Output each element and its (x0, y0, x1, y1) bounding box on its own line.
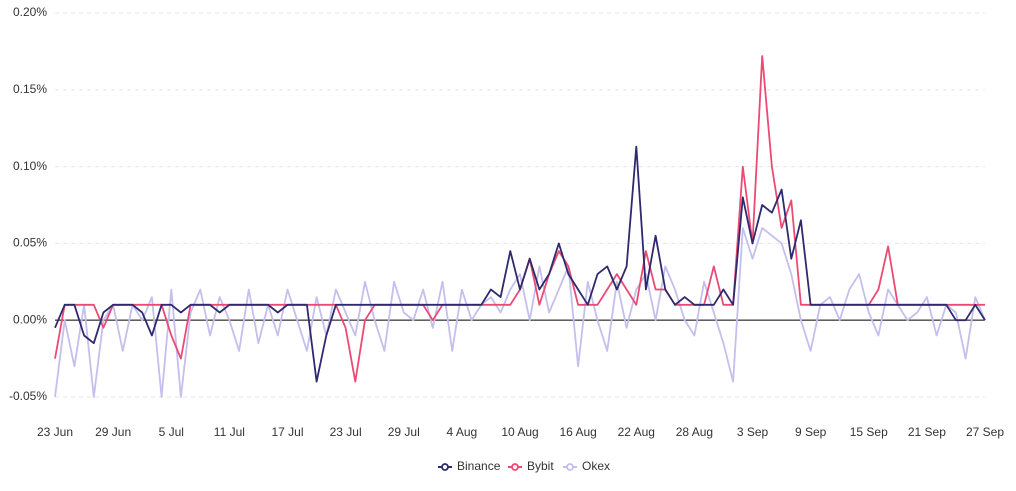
x-tick-label: 9 Sep (795, 425, 827, 439)
series-line (54, 55, 985, 383)
y-tick-label: 0.20% (13, 5, 47, 19)
x-tick-label: 17 Jul (271, 425, 303, 439)
legend-item: Bybit (508, 459, 554, 473)
y-tick-label: -0.05% (9, 389, 47, 403)
x-tick-label: 23 Jun (37, 425, 73, 439)
x-tick-label: 4 Aug (447, 425, 478, 439)
x-tick-label: 23 Jul (330, 425, 362, 439)
legend-label: Binance (457, 459, 501, 473)
legend-marker (441, 463, 449, 471)
x-tick-label: 5 Jul (159, 425, 184, 439)
x-tick-label: 16 Aug (559, 425, 596, 439)
x-tick-label: 10 Aug (501, 425, 538, 439)
x-tick-label: 27 Sep (966, 425, 1004, 439)
series-line (54, 227, 986, 398)
series-line (54, 145, 986, 383)
y-tick-label: 0.05% (13, 236, 47, 250)
legend-marker (566, 463, 574, 471)
x-tick-label: 11 Jul (214, 425, 245, 439)
y-tick-label: 0.00% (13, 312, 47, 326)
y-tick-label: 0.10% (13, 159, 47, 173)
x-tick-label: 29 Jul (388, 425, 420, 439)
x-tick-label: 28 Aug (676, 425, 713, 439)
x-tick-label: 29 Jun (95, 425, 131, 439)
x-tick-label: 15 Sep (850, 425, 888, 439)
legend-marker (511, 463, 519, 471)
x-tick-label: 21 Sep (908, 425, 946, 439)
legend-label: Bybit (527, 459, 554, 473)
y-tick-label: 0.15% (13, 82, 47, 96)
x-tick-label: 22 Aug (618, 425, 655, 439)
legend-label: Okex (582, 459, 610, 473)
legend-item: Okex (563, 459, 610, 473)
legend-item: Binance (438, 459, 501, 473)
x-tick-label: 3 Sep (737, 425, 769, 439)
